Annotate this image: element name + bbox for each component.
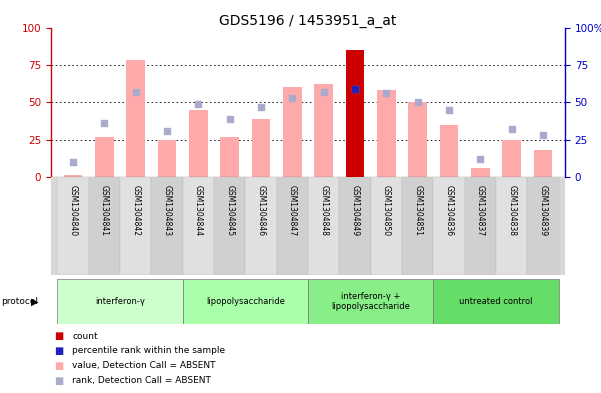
Text: rank, Detection Call = ABSENT: rank, Detection Call = ABSENT: [72, 376, 211, 385]
Bar: [189, 110, 208, 177]
Bar: [57, 279, 183, 324]
Bar: [57, 177, 89, 275]
Bar: [183, 279, 308, 324]
Text: GSM1304847: GSM1304847: [288, 185, 297, 236]
Point: [256, 103, 266, 110]
Bar: [276, 177, 308, 275]
Bar: [377, 90, 395, 177]
Point: [382, 90, 391, 96]
Text: GSM1304848: GSM1304848: [319, 185, 328, 236]
Text: protocol: protocol: [1, 297, 38, 306]
Bar: [126, 61, 145, 177]
Point: [68, 159, 78, 165]
Text: ■: ■: [54, 361, 63, 371]
Bar: [496, 177, 527, 275]
Text: ■: ■: [54, 331, 63, 341]
Text: interferon-γ: interferon-γ: [95, 297, 145, 306]
Point: [538, 132, 548, 138]
Bar: [221, 136, 239, 177]
Bar: [214, 177, 245, 275]
Point: [131, 88, 141, 95]
Text: value, Detection Call = ABSENT: value, Detection Call = ABSENT: [72, 362, 216, 370]
Text: interferon-γ +
lipopolysaccharide: interferon-γ + lipopolysaccharide: [331, 292, 410, 311]
Bar: [439, 125, 459, 177]
Text: GSM1304844: GSM1304844: [194, 185, 203, 236]
Text: GSM1304843: GSM1304843: [162, 185, 171, 236]
Text: lipopolysaccharide: lipopolysaccharide: [206, 297, 285, 306]
Point: [162, 127, 172, 134]
Bar: [346, 50, 364, 177]
Point: [100, 120, 109, 126]
Bar: [346, 50, 364, 177]
Text: GSM1304839: GSM1304839: [538, 185, 548, 236]
Point: [225, 116, 234, 122]
Bar: [465, 177, 496, 275]
Text: GSM1304841: GSM1304841: [100, 185, 109, 236]
Bar: [252, 119, 270, 177]
Text: ▶: ▶: [31, 297, 38, 307]
Text: GSM1304849: GSM1304849: [350, 185, 359, 236]
Point: [350, 86, 360, 92]
Text: GSM1304850: GSM1304850: [382, 185, 391, 236]
Bar: [402, 177, 433, 275]
Bar: [95, 136, 114, 177]
Text: GSM1304851: GSM1304851: [413, 185, 422, 236]
Text: count: count: [72, 332, 98, 340]
Point: [287, 95, 297, 101]
Bar: [433, 177, 465, 275]
Bar: [471, 168, 490, 177]
Text: GSM1304845: GSM1304845: [225, 185, 234, 236]
Text: GSM1304846: GSM1304846: [257, 185, 266, 236]
Bar: [340, 177, 371, 275]
Bar: [314, 84, 333, 177]
Bar: [527, 177, 559, 275]
Bar: [534, 150, 552, 177]
Point: [413, 99, 423, 105]
Bar: [283, 87, 302, 177]
Bar: [89, 177, 120, 275]
Bar: [183, 177, 214, 275]
Text: untreated control: untreated control: [459, 297, 532, 306]
Bar: [408, 102, 427, 177]
Point: [507, 126, 516, 132]
Bar: [502, 140, 521, 177]
Bar: [64, 175, 82, 177]
Bar: [371, 177, 402, 275]
Bar: [308, 279, 433, 324]
Text: GSM1304837: GSM1304837: [476, 185, 485, 236]
Text: GSM1304836: GSM1304836: [445, 185, 454, 236]
Point: [444, 107, 454, 113]
Point: [350, 86, 360, 92]
Text: ■: ■: [54, 346, 63, 356]
Point: [319, 88, 329, 95]
Point: [194, 101, 203, 107]
Text: ■: ■: [54, 376, 63, 386]
Bar: [308, 177, 340, 275]
Bar: [433, 279, 559, 324]
Text: GSM1304842: GSM1304842: [131, 185, 140, 236]
Point: [475, 156, 485, 162]
Bar: [157, 140, 177, 177]
Bar: [245, 177, 276, 275]
Text: GDS5196 / 1453951_a_at: GDS5196 / 1453951_a_at: [219, 14, 397, 28]
Text: GSM1304840: GSM1304840: [69, 185, 78, 236]
Text: GSM1304838: GSM1304838: [507, 185, 516, 236]
Bar: [120, 177, 151, 275]
Text: percentile rank within the sample: percentile rank within the sample: [72, 347, 225, 355]
Bar: [151, 177, 183, 275]
